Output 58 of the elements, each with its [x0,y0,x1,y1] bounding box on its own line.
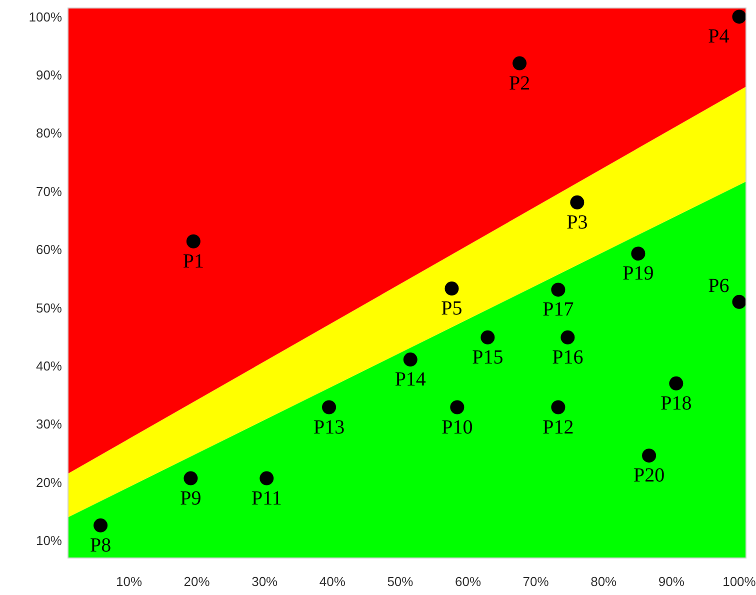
point [94,518,108,532]
annotation: P18 [660,392,692,414]
y-tick-label: 40% [36,358,62,374]
point [560,330,575,344]
point [642,448,656,463]
point [322,400,336,414]
x-tick-label: 30% [252,574,278,589]
y-tick-label: 80% [36,126,62,141]
x-tick-label: 50% [387,574,414,589]
point [732,294,746,309]
y-tick-label: 10% [36,533,62,548]
x-tick-label: 40% [319,574,346,589]
annotation: P12 [542,416,574,438]
point [631,246,646,261]
x-tick-label: 10% [116,574,142,589]
x-tick-label: 100% [722,574,756,589]
point [480,330,495,344]
x-tick-label: 70% [522,574,550,589]
x-tick-label: 20% [184,574,210,589]
annotation: P13 [313,416,345,438]
annotation: P3 [566,211,588,234]
y-tick-label: 20% [36,474,62,490]
point [551,400,566,414]
annotation: P1 [182,250,204,272]
y-tick-label: 60% [36,242,62,258]
annotation: P17 [542,298,574,321]
annotation: P11 [251,487,282,510]
point [450,400,464,414]
y-tick-label: 70% [36,184,62,199]
point [186,234,200,248]
annotation: P19 [622,262,654,285]
annotation: P5 [441,298,462,320]
y-tick-label: 90% [36,67,62,82]
point [732,10,746,24]
annotation: P14 [394,368,426,391]
annotation: P8 [90,534,112,556]
annotation: P20 [633,464,665,487]
annotation: P2 [508,72,530,94]
annotation: P10 [442,416,473,438]
annotation: P4 [708,26,730,48]
point [669,376,684,390]
point [403,352,418,367]
y-tick-label: 100% [28,9,62,24]
annotation: P6 [708,274,730,297]
point [512,56,527,70]
annotation: P9 [180,487,202,510]
point [184,471,198,486]
annotation: P16 [552,346,584,368]
annotation: P15 [472,346,504,368]
y-tick-label: 50% [36,300,62,316]
x-tick-label: 60% [455,574,482,589]
x-tick-label: 80% [590,574,618,589]
point [570,195,584,210]
point [551,282,566,297]
x-tick-label: 90% [658,574,685,589]
y-tick-label: 30% [36,416,62,432]
point [444,282,459,296]
point [260,471,274,486]
